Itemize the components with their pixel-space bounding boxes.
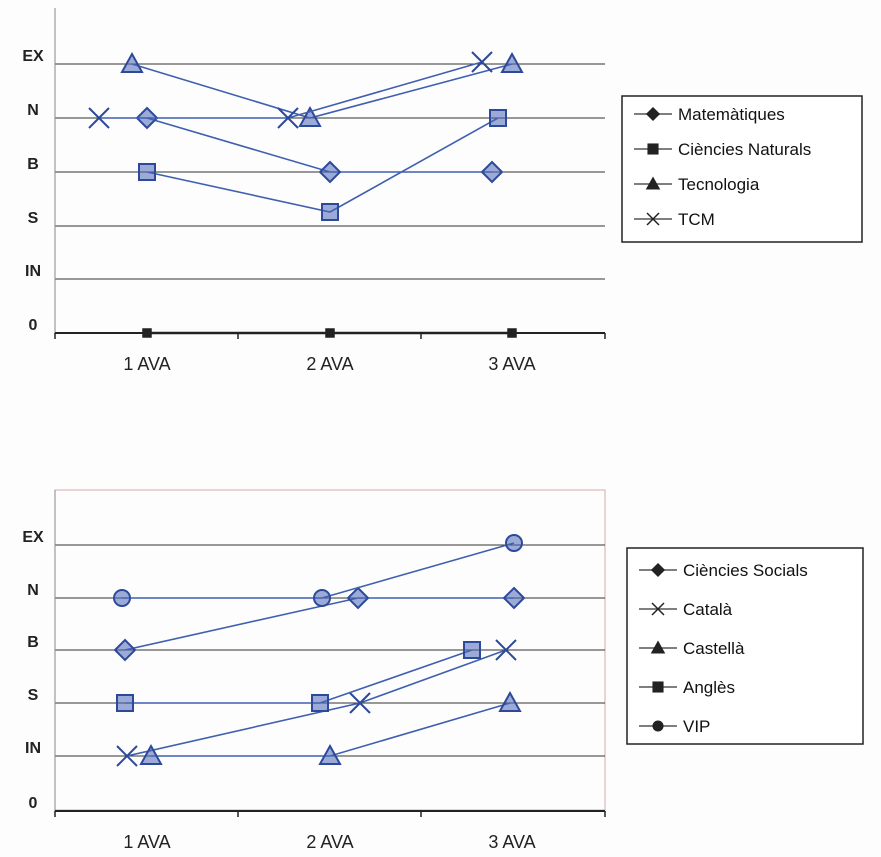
legend-marker [645, 176, 661, 190]
data-point [505, 534, 523, 552]
x-tick-label: 2 AVA [306, 354, 353, 374]
data-point [346, 586, 370, 610]
x-tick-label: 1 AVA [123, 354, 170, 374]
legend-entry: Anglès [683, 678, 735, 697]
series-line [122, 542, 515, 599]
data-point [507, 328, 517, 338]
data-point [495, 639, 517, 661]
legend-entry: Català [683, 600, 733, 619]
y-tick-label: N [27, 582, 39, 599]
legend-marker [650, 640, 666, 654]
y-tick-label: N [27, 102, 39, 119]
chart-2: 0 IN S B N EX 1 AVA 2 AVA 3 AVA Ciències Socials C… [22, 489, 864, 852]
legend-marker [646, 212, 660, 226]
legend-marker [645, 106, 661, 122]
x-tick-label: 3 AVA [488, 354, 535, 374]
legend-entry: Matemàtiques [678, 105, 785, 124]
data-point [120, 51, 144, 73]
data-point [113, 638, 137, 662]
y-tick-label: 0 [29, 317, 38, 334]
data-point [325, 328, 335, 338]
data-point [311, 694, 329, 712]
legend-marker [652, 720, 664, 732]
data-point [138, 163, 156, 181]
y-tick-label: 0 [29, 795, 38, 812]
data-point [139, 743, 163, 765]
data-point [321, 203, 339, 221]
y-tick-label: IN [25, 740, 41, 757]
legend-box [621, 95, 863, 243]
data-point [277, 107, 299, 129]
data-point [500, 51, 524, 73]
data-point [471, 51, 493, 73]
series-line [125, 649, 473, 704]
legend-entry: VIP [683, 717, 710, 736]
series-line [146, 117, 499, 213]
data-point [318, 743, 342, 765]
legend-entry: Ciències Socials [683, 561, 808, 580]
y-tick-label: B [27, 634, 39, 651]
data-point [116, 694, 134, 712]
data-point [116, 745, 138, 767]
y-tick-label: EX [22, 48, 44, 65]
legend-marker [650, 562, 666, 578]
y-tick-label: B [27, 156, 39, 173]
data-point [298, 105, 322, 127]
legend-entry: Tecnologia [678, 175, 760, 194]
legend-marker [652, 681, 664, 693]
y-tick-label: EX [22, 529, 44, 546]
y-tick-label: S [28, 687, 39, 704]
legend-marker [651, 602, 665, 616]
legend-entry: Ciències Naturals [678, 140, 811, 159]
data-point [113, 589, 131, 607]
data-point [313, 589, 331, 607]
data-point [502, 586, 526, 610]
x-tick-label: 3 AVA [488, 832, 535, 852]
chart-1: 0 IN S B N EX 1 AVA 2 AVA 3 AVA Matemàtiques Ciènc… [22, 8, 863, 374]
data-point [489, 109, 507, 127]
data-point [142, 328, 152, 338]
data-point [349, 692, 371, 714]
legend-entry: TCM [678, 210, 715, 229]
x-tick-label: 1 AVA [123, 832, 170, 852]
x-tick-label: 2 AVA [306, 832, 353, 852]
legend-marker [647, 143, 659, 155]
data-point [318, 160, 342, 184]
data-point [498, 690, 522, 712]
y-tick-label: S [28, 210, 39, 227]
data-point [88, 107, 110, 129]
legend-box [626, 547, 864, 745]
legend-entry: Castellà [683, 639, 745, 658]
data-point [480, 160, 504, 184]
series-line [99, 61, 483, 119]
series-line [131, 63, 513, 119]
y-tick-label: IN [25, 263, 41, 280]
data-point [463, 641, 481, 659]
